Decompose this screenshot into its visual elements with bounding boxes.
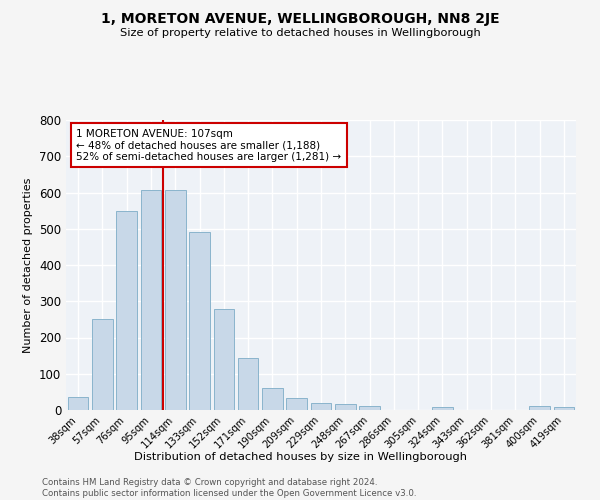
Text: 1, MORETON AVENUE, WELLINGBOROUGH, NN8 2JE: 1, MORETON AVENUE, WELLINGBOROUGH, NN8 2… [101,12,499,26]
Text: Size of property relative to detached houses in Wellingborough: Size of property relative to detached ho… [119,28,481,38]
Bar [214,308,234,410]
Bar [140,190,161,410]
Bar [311,403,331,410]
Bar [286,398,307,410]
Y-axis label: Number of detached properties: Number of detached properties [23,178,34,352]
Bar [554,407,574,410]
Bar [68,398,88,410]
Bar [238,358,259,410]
Bar [335,404,356,410]
Bar [262,388,283,410]
Text: Contains HM Land Registry data © Crown copyright and database right 2024.
Contai: Contains HM Land Registry data © Crown c… [42,478,416,498]
Bar [359,406,380,410]
Text: 1 MORETON AVENUE: 107sqm
← 48% of detached houses are smaller (1,188)
52% of sem: 1 MORETON AVENUE: 107sqm ← 48% of detach… [76,128,341,162]
Bar [165,190,185,410]
Bar [116,212,137,410]
Text: Distribution of detached houses by size in Wellingborough: Distribution of detached houses by size … [133,452,467,462]
Bar [92,320,113,410]
Bar [432,407,453,410]
Bar [189,232,210,410]
Bar [529,406,550,410]
